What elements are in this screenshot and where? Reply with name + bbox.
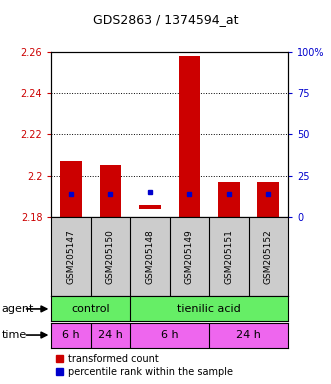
Text: 24 h: 24 h xyxy=(98,330,123,340)
Text: GDS2863 / 1374594_at: GDS2863 / 1374594_at xyxy=(93,13,238,26)
Text: control: control xyxy=(71,304,110,314)
Text: tienilic acid: tienilic acid xyxy=(177,304,241,314)
Text: GSM205149: GSM205149 xyxy=(185,229,194,284)
Text: 6 h: 6 h xyxy=(62,330,80,340)
Text: time: time xyxy=(2,330,27,340)
Bar xyxy=(218,182,240,217)
Bar xyxy=(139,205,161,209)
Text: GSM205150: GSM205150 xyxy=(106,229,115,284)
Text: GSM205148: GSM205148 xyxy=(145,229,155,284)
Text: GSM205147: GSM205147 xyxy=(67,229,75,284)
Bar xyxy=(60,161,82,217)
Bar xyxy=(178,56,200,217)
Legend: transformed count, percentile rank within the sample: transformed count, percentile rank withi… xyxy=(56,354,233,377)
Bar xyxy=(258,182,279,217)
Text: 6 h: 6 h xyxy=(161,330,178,340)
Bar xyxy=(100,166,121,217)
Text: GSM205151: GSM205151 xyxy=(224,229,233,284)
Text: agent: agent xyxy=(2,304,34,314)
Text: GSM205152: GSM205152 xyxy=(264,229,273,284)
Text: 24 h: 24 h xyxy=(236,330,261,340)
